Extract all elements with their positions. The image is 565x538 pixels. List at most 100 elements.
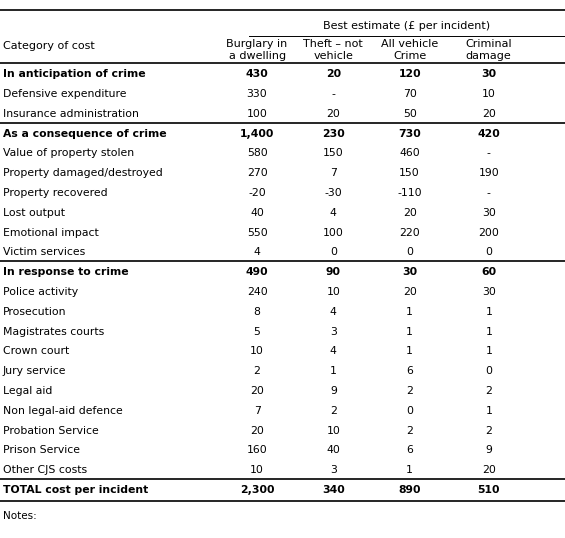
Text: 270: 270 [247, 168, 267, 178]
Text: 1: 1 [406, 346, 413, 356]
Text: 2: 2 [330, 406, 337, 416]
Text: 9: 9 [485, 445, 492, 455]
Text: Value of property stolen: Value of property stolen [3, 148, 134, 158]
Text: Notes:: Notes: [3, 511, 37, 521]
Text: Theft – not: Theft – not [303, 39, 363, 49]
Text: Crime: Crime [393, 51, 426, 61]
Text: 20: 20 [250, 426, 264, 436]
Text: 580: 580 [247, 148, 267, 158]
Text: 890: 890 [398, 485, 421, 495]
Text: 1: 1 [406, 327, 413, 337]
Text: 0: 0 [485, 366, 492, 376]
Text: 150: 150 [399, 168, 420, 178]
Text: 2: 2 [485, 426, 492, 436]
Text: 490: 490 [246, 267, 268, 277]
Text: Burglary in: Burglary in [227, 39, 288, 49]
Text: 230: 230 [322, 129, 345, 139]
Text: 4: 4 [254, 247, 260, 257]
Text: 1: 1 [485, 307, 492, 317]
Text: 20: 20 [250, 386, 264, 396]
Text: 10: 10 [250, 465, 264, 475]
Text: 1: 1 [485, 327, 492, 337]
Text: 90: 90 [326, 267, 341, 277]
Text: 0: 0 [485, 247, 492, 257]
Text: 20: 20 [327, 109, 340, 119]
Text: 50: 50 [403, 109, 416, 119]
Text: -20: -20 [248, 188, 266, 198]
Text: 0: 0 [406, 406, 413, 416]
Text: 30: 30 [402, 267, 417, 277]
Text: damage: damage [466, 51, 511, 61]
Text: 1: 1 [406, 307, 413, 317]
Text: 2,300: 2,300 [240, 485, 275, 495]
Text: Magistrates courts: Magistrates courts [3, 327, 104, 337]
Text: 330: 330 [247, 89, 267, 99]
Text: 4: 4 [330, 307, 337, 317]
Text: 190: 190 [479, 168, 499, 178]
Text: Emotional impact: Emotional impact [3, 228, 98, 238]
Text: 10: 10 [327, 287, 340, 297]
Text: 10: 10 [482, 89, 496, 99]
Text: 3: 3 [330, 327, 337, 337]
Text: 20: 20 [326, 69, 341, 79]
Text: 40: 40 [250, 208, 264, 218]
Text: Criminal: Criminal [466, 39, 512, 49]
Text: 120: 120 [398, 69, 421, 79]
Text: 2: 2 [406, 426, 413, 436]
Text: As a consequence of crime: As a consequence of crime [3, 129, 167, 139]
Text: 1: 1 [406, 465, 413, 475]
Text: All vehicle: All vehicle [381, 39, 438, 49]
Text: Other CJS costs: Other CJS costs [3, 465, 87, 475]
Text: 7: 7 [330, 168, 337, 178]
Text: Police activity: Police activity [3, 287, 78, 297]
Text: 7: 7 [254, 406, 260, 416]
Text: Property damaged/destroyed: Property damaged/destroyed [3, 168, 163, 178]
Text: 220: 220 [399, 228, 420, 238]
Text: Crown court: Crown court [3, 346, 69, 356]
Text: 20: 20 [403, 208, 416, 218]
Text: Prison Service: Prison Service [3, 445, 80, 455]
Text: Property recovered: Property recovered [3, 188, 107, 198]
Text: 160: 160 [247, 445, 267, 455]
Text: 0: 0 [330, 247, 337, 257]
Text: 1: 1 [485, 406, 492, 416]
Text: 70: 70 [403, 89, 416, 99]
Text: 30: 30 [482, 208, 496, 218]
Text: Non legal-aid defence: Non legal-aid defence [3, 406, 123, 416]
Text: TOTAL cost per incident: TOTAL cost per incident [3, 485, 148, 495]
Text: 10: 10 [250, 346, 264, 356]
Text: 30: 30 [482, 287, 496, 297]
Text: 6: 6 [406, 445, 413, 455]
Text: Insurance administration: Insurance administration [3, 109, 138, 119]
Text: 5: 5 [254, 327, 260, 337]
Text: 2: 2 [254, 366, 260, 376]
Text: 4: 4 [330, 346, 337, 356]
Text: -110: -110 [397, 188, 422, 198]
Text: vehicle: vehicle [314, 51, 353, 61]
Text: 550: 550 [247, 228, 267, 238]
Text: Jury service: Jury service [3, 366, 66, 376]
Text: 340: 340 [322, 485, 345, 495]
Text: -: - [487, 148, 490, 158]
Text: 730: 730 [398, 129, 421, 139]
Text: Best estimate (£ per incident): Best estimate (£ per incident) [323, 21, 490, 31]
Text: 3: 3 [330, 465, 337, 475]
Text: Victim services: Victim services [3, 247, 85, 257]
Text: 460: 460 [399, 148, 420, 158]
Text: 9: 9 [330, 386, 337, 396]
Text: 1: 1 [330, 366, 337, 376]
Text: -: - [332, 89, 335, 99]
Text: 20: 20 [403, 287, 416, 297]
Text: 8: 8 [254, 307, 260, 317]
Text: 420: 420 [477, 129, 500, 139]
Text: 20: 20 [482, 109, 496, 119]
Text: Defensive expenditure: Defensive expenditure [3, 89, 127, 99]
Text: 4: 4 [330, 208, 337, 218]
Text: 2: 2 [406, 386, 413, 396]
Text: 100: 100 [323, 228, 344, 238]
Text: 100: 100 [247, 109, 267, 119]
Text: Prosecution: Prosecution [3, 307, 66, 317]
Text: Probation Service: Probation Service [3, 426, 98, 436]
Text: 40: 40 [327, 445, 340, 455]
Text: 30: 30 [481, 69, 496, 79]
